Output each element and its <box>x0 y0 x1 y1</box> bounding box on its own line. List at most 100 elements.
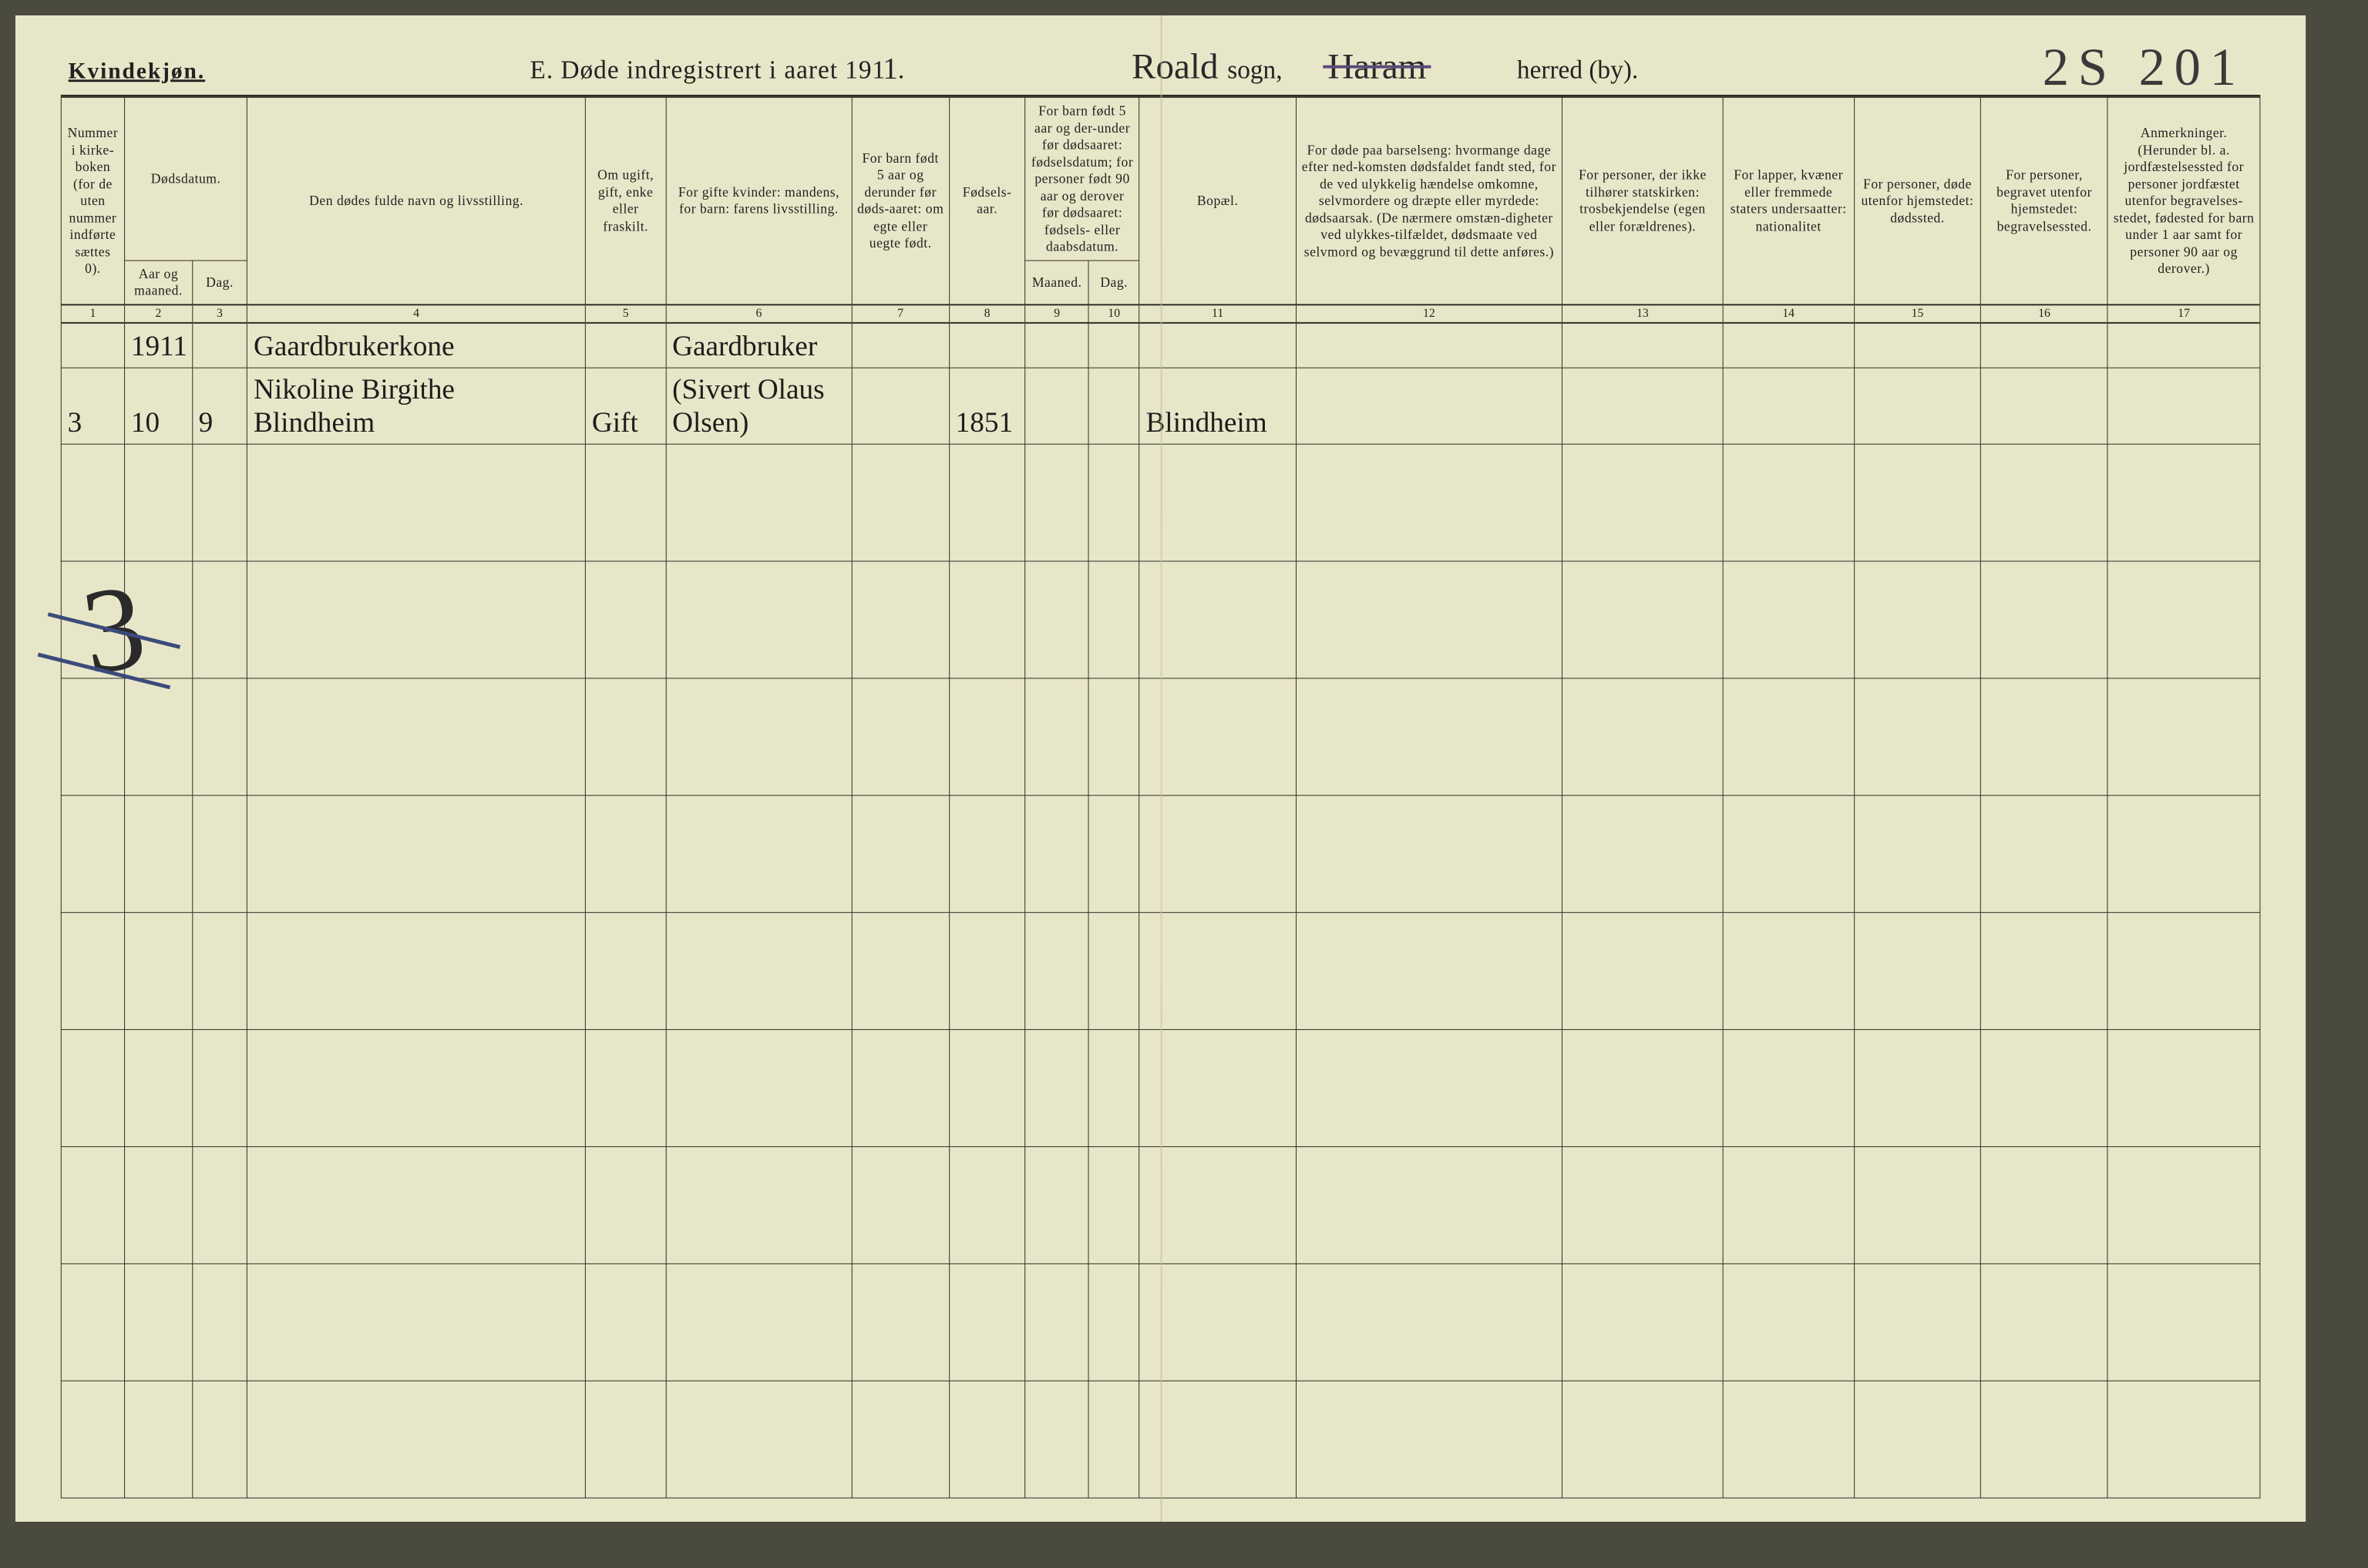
cell <box>1088 1146 1139 1263</box>
cell <box>125 796 193 913</box>
cell <box>1025 1263 1088 1381</box>
col-16-header: For personer, begravet utenfor hjemstede… <box>1981 97 2108 305</box>
cell <box>1981 913 2108 1030</box>
cell <box>949 913 1025 1030</box>
table-row <box>61 1146 2260 1263</box>
cell <box>125 444 193 561</box>
herred-handwritten: Haram <box>1327 45 1426 87</box>
cell <box>1025 678 1088 796</box>
cell <box>1025 368 1088 444</box>
cell <box>2107 1030 2260 1147</box>
cell <box>1088 678 1139 796</box>
cell <box>949 796 1025 913</box>
cell <box>1854 368 1981 444</box>
cell <box>1981 678 2108 796</box>
cell <box>61 1263 124 1381</box>
year-suffix: 1 <box>883 50 898 86</box>
table-row <box>61 444 2260 561</box>
colnum: 6 <box>666 305 852 323</box>
cell <box>1854 561 1981 678</box>
cell <box>192 796 247 913</box>
colnum: 16 <box>1981 305 2108 323</box>
cell <box>1088 796 1139 913</box>
cell: 1851 <box>949 368 1025 444</box>
cell <box>1562 368 1723 444</box>
cell <box>61 322 124 368</box>
cell <box>1562 1263 1723 1381</box>
cell <box>1139 561 1296 678</box>
cell <box>1296 1263 1562 1381</box>
cell <box>1025 444 1088 561</box>
cell <box>586 1381 666 1498</box>
cell <box>1981 444 2108 561</box>
cell <box>192 1146 247 1263</box>
cell <box>949 561 1025 678</box>
cell <box>247 444 586 561</box>
cell <box>1139 796 1296 913</box>
table-row <box>61 561 2260 678</box>
cell <box>1025 796 1088 913</box>
cell <box>192 678 247 796</box>
cell <box>1296 561 1562 678</box>
cell <box>1562 1381 1723 1498</box>
cell <box>852 561 949 678</box>
herred-label: herred (by). <box>1517 56 1638 85</box>
col-4-header: Den dødes fulde navn og livsstilling. <box>247 97 586 305</box>
cell <box>1139 1381 1296 1498</box>
col-9b-header: Dag. <box>1088 261 1139 305</box>
col-2b-header: Dag. <box>192 261 247 305</box>
cell <box>1296 368 1562 444</box>
col-2a-header: Aar og maaned. <box>125 261 193 305</box>
cell <box>586 1030 666 1147</box>
cell <box>1981 368 2108 444</box>
cell <box>1088 913 1139 1030</box>
colnum: 8 <box>949 305 1025 323</box>
cell <box>125 1030 193 1147</box>
cell <box>852 368 949 444</box>
cell <box>1562 678 1723 796</box>
cell <box>247 796 586 913</box>
cell <box>852 1381 949 1498</box>
cell <box>852 444 949 561</box>
cell <box>1723 444 1854 561</box>
cell: 1911 <box>125 322 193 368</box>
table-row <box>61 1381 2260 1498</box>
table-row: 3109Nikoline Birgithe BlindheimGift(Sive… <box>61 368 2260 444</box>
cell <box>1854 678 1981 796</box>
col-5-header: Om ugift, gift, enke eller fraskilt. <box>586 97 666 305</box>
cell <box>1981 1030 2108 1147</box>
cell <box>1854 1263 1981 1381</box>
cell <box>2107 913 2260 1030</box>
gender-label: Kvindekjøn. <box>69 59 206 84</box>
cell <box>852 1146 949 1263</box>
cell <box>586 913 666 1030</box>
cell <box>1562 913 1723 1030</box>
ledger-table: Nummer i kirke-boken (for de uten nummer… <box>61 97 2261 1499</box>
col-1-header: Nummer i kirke-boken (for de uten nummer… <box>61 97 124 305</box>
cell <box>586 444 666 561</box>
colnum: 9 <box>1025 305 1088 323</box>
cell <box>1562 1030 1723 1147</box>
cell <box>1139 1146 1296 1263</box>
col-8-header: Fødsels-aar. <box>949 97 1025 305</box>
page-number: 2S 201 <box>2043 38 2245 98</box>
cell <box>2107 322 2260 368</box>
cell <box>1139 1263 1296 1381</box>
cell <box>1854 1030 1981 1147</box>
cell <box>852 913 949 1030</box>
cell <box>1723 1030 1854 1147</box>
cell <box>2107 561 2260 678</box>
cell <box>1139 444 1296 561</box>
cell <box>666 561 852 678</box>
cell <box>61 796 124 913</box>
cell <box>1723 1263 1854 1381</box>
cell <box>1088 1263 1139 1381</box>
cell <box>1088 1030 1139 1147</box>
cell <box>666 1381 852 1498</box>
cell <box>1025 913 1088 1030</box>
cell <box>2107 1263 2260 1381</box>
cell <box>586 1146 666 1263</box>
cell: Blindheim <box>1139 368 1296 444</box>
cell <box>1562 444 1723 561</box>
cell <box>1296 444 1562 561</box>
